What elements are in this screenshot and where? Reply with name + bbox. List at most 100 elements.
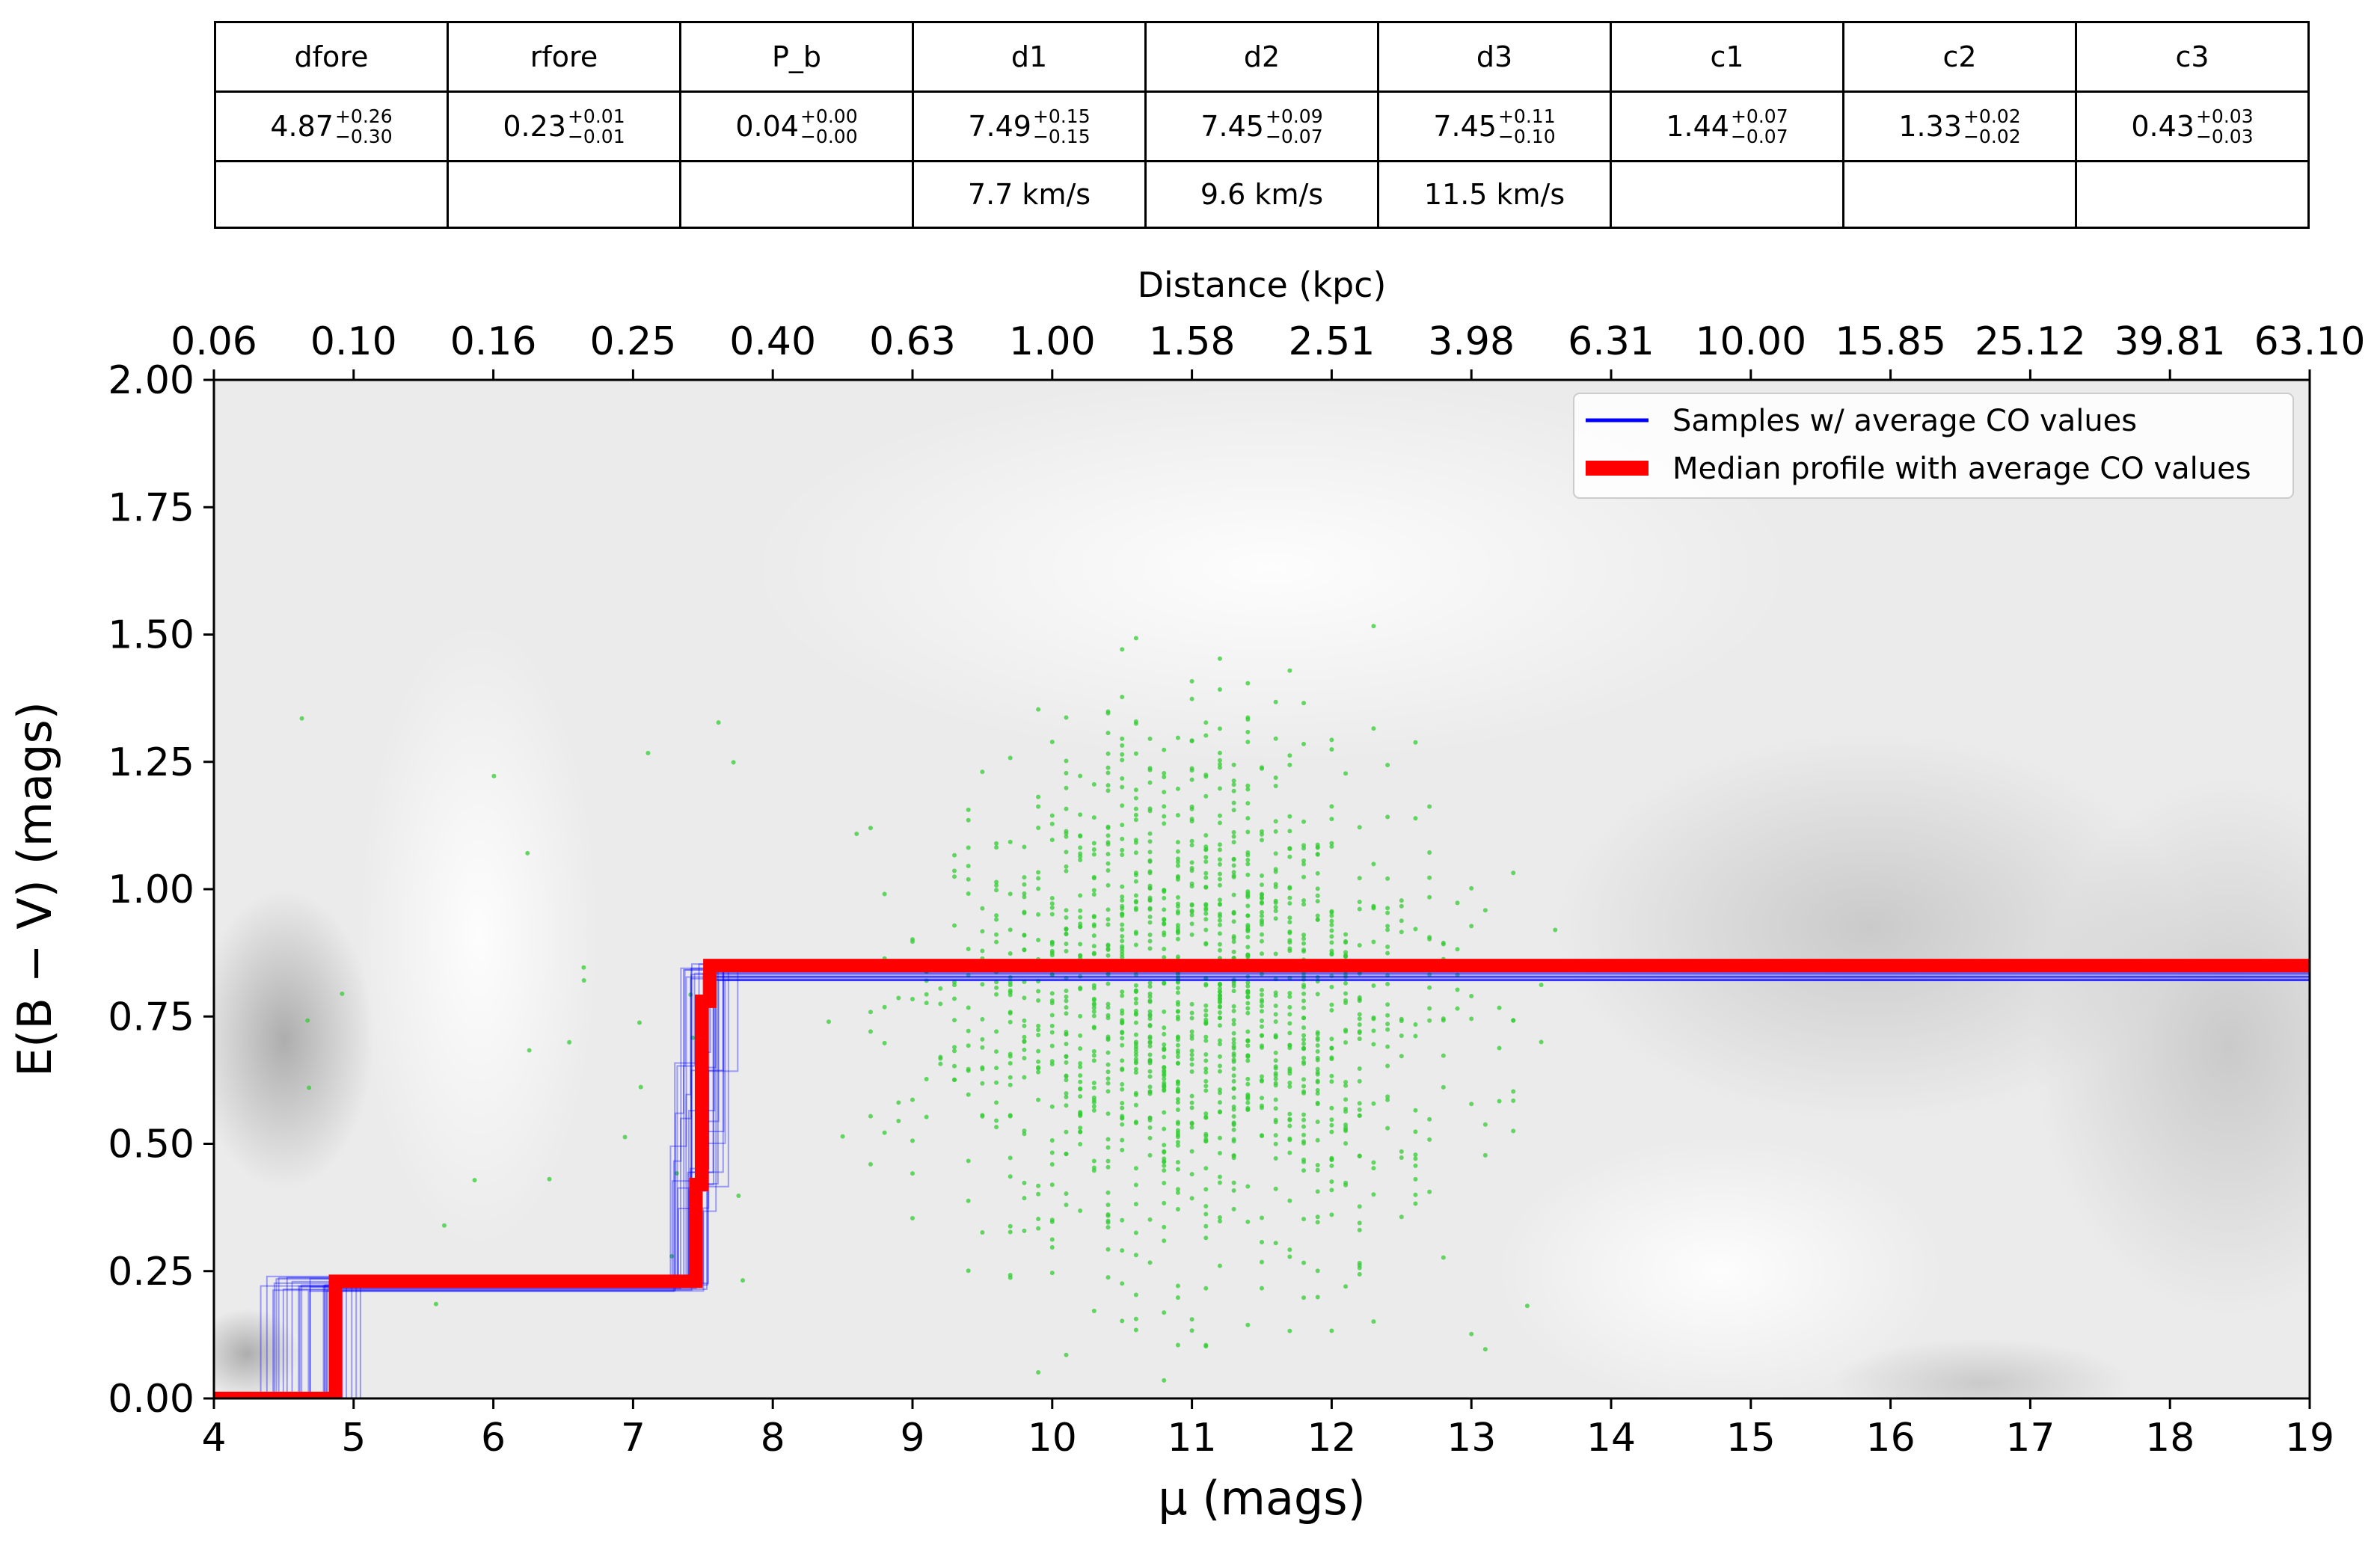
- star-point: [1007, 1019, 1013, 1025]
- star-point: [1301, 933, 1307, 938]
- star-point: [1301, 1157, 1307, 1162]
- star-point: [1064, 1011, 1069, 1016]
- star-point: [1245, 923, 1251, 928]
- star-point: [1315, 992, 1320, 997]
- star-point: [1078, 1013, 1083, 1019]
- star-point: [1203, 773, 1209, 778]
- star-point: [952, 1063, 957, 1069]
- star-point: [1049, 1023, 1055, 1028]
- star-point: [1245, 935, 1251, 940]
- star-point: [1120, 1036, 1125, 1041]
- star-point: [1036, 1069, 1041, 1075]
- star-point: [1413, 927, 1418, 932]
- star-point: [1343, 1140, 1349, 1146]
- top-tick-label: 0.63: [869, 319, 956, 364]
- star-point: [1329, 973, 1334, 978]
- star-point: [1022, 1056, 1027, 1061]
- star-point: [1217, 1016, 1222, 1021]
- star-point: [1091, 922, 1097, 927]
- star-point: [1189, 838, 1194, 844]
- star-point: [1301, 1033, 1307, 1038]
- star-point: [1133, 942, 1138, 947]
- star-point: [980, 1229, 985, 1235]
- star-point: [1064, 850, 1069, 855]
- star-point: [1064, 1095, 1069, 1100]
- star-point: [1022, 1228, 1027, 1233]
- star-point: [491, 773, 497, 778]
- star-point: [1301, 936, 1307, 942]
- star-point: [1315, 1057, 1320, 1063]
- star-point: [1064, 994, 1069, 999]
- star-point: [1105, 833, 1111, 838]
- star-point: [1469, 1016, 1474, 1022]
- star-point: [1357, 1113, 1362, 1118]
- star-point: [1315, 979, 1320, 984]
- star-point: [1357, 1101, 1362, 1106]
- star-point: [1260, 832, 1264, 837]
- star-point: [1315, 1167, 1320, 1173]
- star-point: [1175, 1100, 1180, 1105]
- star-point: [1036, 707, 1041, 712]
- star-point: [994, 888, 999, 893]
- star-point: [1162, 747, 1167, 752]
- table-value-cell: 1.44 +0.07 −0.07: [1610, 90, 1844, 162]
- star-point: [1007, 1273, 1013, 1278]
- star-point: [1120, 922, 1125, 927]
- star-point: [868, 1114, 873, 1119]
- star-point: [1260, 971, 1264, 977]
- star-point: [1273, 736, 1278, 741]
- x-tick-label: 5: [341, 1416, 366, 1461]
- star-point: [1022, 947, 1027, 952]
- star-point: [1133, 1090, 1138, 1096]
- y-axis: 0.00 0.25 0.50 0.75 1.00 1.25 1.50 1.75 2.00: [108, 358, 214, 1422]
- star-point: [1260, 765, 1264, 770]
- star-point: [1203, 907, 1209, 912]
- star-point: [1189, 908, 1194, 913]
- star-point: [547, 1176, 552, 1182]
- star-point: [1301, 1217, 1307, 1222]
- lower-error: −0.03: [2195, 126, 2254, 147]
- star-point: [1343, 1182, 1349, 1188]
- star-point: [1343, 1000, 1349, 1005]
- star-point: [994, 1049, 999, 1054]
- star-point: [1064, 932, 1069, 937]
- star-point: [1217, 947, 1222, 953]
- upper-error: +0.01: [567, 105, 625, 127]
- table-value-cell: 0.23 +0.01 −0.01: [447, 90, 681, 162]
- star-point: [1049, 948, 1055, 953]
- star-point: [1231, 840, 1236, 845]
- star-point: [1022, 894, 1027, 900]
- star-point: [1217, 989, 1222, 995]
- star-point: [1301, 1037, 1307, 1042]
- top-tick-label: 63.10: [2254, 319, 2366, 364]
- star-point: [1175, 1187, 1180, 1192]
- star-point: [1287, 900, 1292, 906]
- star-point: [1385, 1063, 1390, 1069]
- star-point: [1287, 991, 1292, 996]
- star-point: [1147, 808, 1153, 814]
- y-tick-label: 1.25: [108, 740, 194, 785]
- star-point: [966, 876, 971, 882]
- star-point: [1287, 895, 1292, 900]
- star-point: [1245, 829, 1251, 835]
- star-point: [1245, 1107, 1251, 1112]
- star-point: [1385, 1094, 1390, 1099]
- star-point: [1413, 1192, 1418, 1197]
- star-point: [1371, 939, 1376, 945]
- star-point: [1007, 1174, 1013, 1179]
- star-point: [1022, 979, 1027, 984]
- star-point: [924, 1076, 929, 1081]
- star-point: [1175, 930, 1180, 936]
- star-point: [1105, 842, 1111, 847]
- star-point: [669, 1253, 675, 1259]
- star-point: [1133, 817, 1138, 823]
- star-point: [1203, 1034, 1209, 1039]
- star-point: [1091, 933, 1097, 939]
- star-point: [1175, 840, 1180, 845]
- star-point: [1203, 855, 1209, 860]
- star-point: [1301, 1295, 1307, 1300]
- star-point: [1049, 1161, 1055, 1167]
- star-point: [1175, 1140, 1180, 1145]
- star-point: [1189, 1029, 1194, 1034]
- star-point: [1105, 1089, 1111, 1094]
